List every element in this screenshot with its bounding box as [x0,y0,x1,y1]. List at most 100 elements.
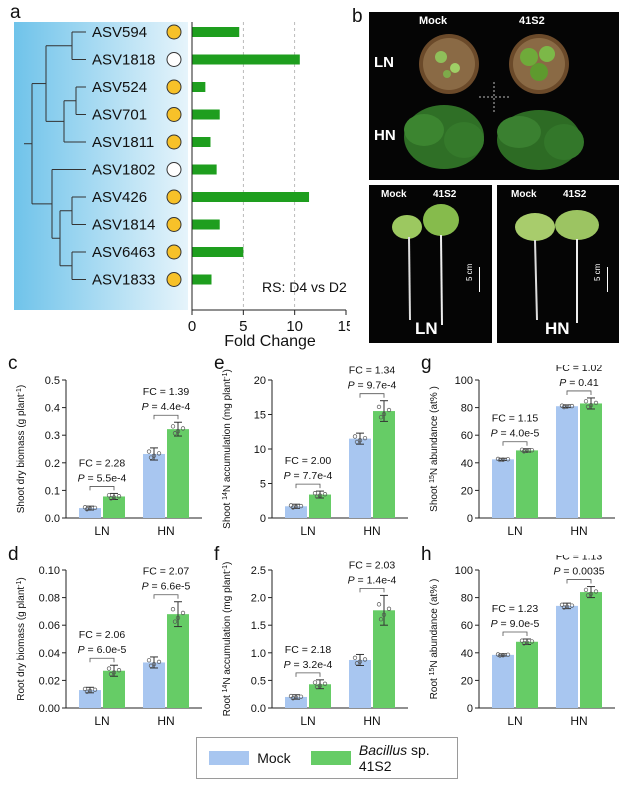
scale-bar-hn [607,267,608,292]
y-axis-label-part: N accumulation (mg plant [222,571,233,685]
legend: Mock Bacillus sp. 41S2 [196,737,458,779]
y-tick-label: 10 [254,444,266,456]
replicate-point [561,404,567,410]
panel-label-h: h [421,544,432,565]
p-value-label: P = 1.4e-4 [348,574,397,586]
replicate-point [170,424,176,429]
photo-label-hn-bottom: HN [545,319,570,338]
fold-change-bar [192,192,310,202]
replicate-point [312,680,318,685]
fold-change-label: FC = 2.07 [143,566,190,578]
asv-label: ASV426 [92,189,147,206]
replicate-point [151,453,157,458]
replicate-point [175,429,181,434]
replicate-point [593,400,599,406]
y-tick-label: 2.5 [251,565,266,577]
fold-change-label: FC = 1.15 [492,413,539,425]
bar-mock [349,659,371,708]
y-axis-label: Root dry biomass (g plant-1) [16,577,28,701]
open-marker [166,52,182,67]
fold-change-bar [192,164,217,175]
replicate-point [585,593,591,598]
bar-mock [492,459,514,518]
panel-e-chart: 0 5 10 15 20 Shoot 14N accumulation (mg plant… [222,365,408,538]
p-value: = 4.0e-5 [498,428,540,440]
bar-mock [143,453,165,518]
bar-mock [143,662,165,708]
replicate-point [106,493,112,498]
y-tick-label: 0.2 [45,458,60,470]
replicate-point [354,439,360,445]
p-symbol: P [553,566,560,578]
dendrogram [24,31,86,280]
replicate-point [87,506,93,511]
replicate-point [352,434,358,439]
p-symbol: P [491,428,498,440]
bar-bacillus [167,429,189,518]
fold-change-bar [192,54,300,65]
significance-bracket [153,414,179,420]
asv-label: ASV1818 [92,52,155,69]
bar-bacillus [103,496,125,518]
photo-ln-plants: Mock 41S2 LN 5 cm [369,185,492,343]
asv-label: ASV524 [92,79,147,96]
y-tick-label: 0.00 [39,703,60,715]
significance-bracket [359,393,385,398]
fold-change-bar [192,247,244,257]
y-axis-label-superscript: -1 [16,388,23,394]
replicate-point [175,615,181,621]
bar-mock [349,438,371,518]
y-tick-label: 80 [461,403,473,415]
x-tick-label: HN [157,714,174,728]
y-axis-label-part: ) [16,577,27,580]
filled-marker [166,107,182,122]
panel-label-a: a [10,2,21,23]
replicate-point [84,507,90,512]
bar-bacillus [103,670,125,708]
bar-mock [285,696,307,708]
y-tick-label: 0 [260,513,266,525]
fold-change-axis-label: Fold Change [224,333,316,350]
photo-label-mock-ln: Mock [381,189,407,200]
replicate-point [322,681,328,686]
fold-change-label: FC = 2.00 [285,455,332,467]
x-tick-label: LN [300,714,315,728]
bar-mock [79,690,101,708]
panel-c-chart: 0.0 0.1 0.2 0.3 0.4 0.5 Shoot dry biomass (g p… [16,375,202,538]
replicate-point [529,448,535,453]
replicate-point [583,587,589,593]
replicate-point [92,505,98,511]
panel-a-fold-change-chart: ASV594 ASV1818 ASV524 ASV701 ASV1811 ASV1802 A… [14,22,350,350]
replicate-point [312,491,318,496]
p-symbol: P [559,377,566,389]
legend-swatch-bacillus [310,751,351,765]
replicate-point [314,494,320,499]
p-value-label: P = 0.0035 [553,566,604,578]
bar-bacillus [309,494,331,518]
y-tick-label: 15 [254,410,266,422]
p-value-label: P = 3.2e-4 [284,659,333,671]
fold-change-label: FC = 1.39 [143,386,190,398]
photo-label-mock: Mock [419,15,448,27]
replicate-point [156,659,162,665]
replicate-point [84,689,90,694]
replicate-point [521,641,527,646]
replicate-point [146,449,152,454]
filled-marker [166,134,182,150]
y-tick-label: 100 [455,375,473,387]
photo-label-hn: HN [374,127,396,144]
p-value: = 9.0e-5 [498,618,540,630]
bar-bacillus [580,592,602,708]
replicate-point [500,653,506,658]
p-symbol: P [284,470,291,482]
legend-label-bacillus: Bacillus sp. 41S2 [359,742,457,774]
p-value: = 6.0e-5 [85,644,127,656]
y-tick-label: 20 [461,485,473,497]
p-value: = 0.0035 [560,566,604,578]
replicate-point [583,399,589,404]
replicate-point [497,653,503,658]
replicate-point [322,492,328,497]
asv-label: ASV1833 [92,272,155,289]
p-value-label: P = 0.41 [559,377,599,389]
y-axis-label-part: N accumulation (mg plant [222,379,233,493]
